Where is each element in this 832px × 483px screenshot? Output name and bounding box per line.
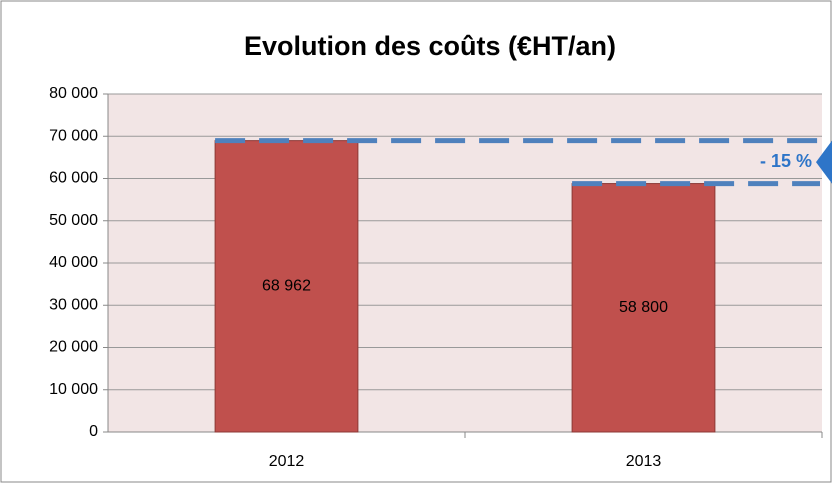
bar xyxy=(571,183,716,433)
y-tick-label: 30 000 xyxy=(49,296,98,313)
y-tick-label: 20 000 xyxy=(49,339,98,356)
x-tick-label: 2012 xyxy=(269,453,305,470)
difference-arrow xyxy=(816,140,832,184)
x-tick-label: 2013 xyxy=(626,453,662,470)
y-tick-label: 80 000 xyxy=(49,85,98,102)
value-label: 58 800 xyxy=(619,299,668,316)
value-label: 68 962 xyxy=(262,278,311,295)
y-tick-label: 70 000 xyxy=(49,127,98,144)
chart-title: Evolution des coûts (€HT/an) xyxy=(244,31,616,61)
y-tick-label: 0 xyxy=(89,423,98,440)
y-tick-label: 10 000 xyxy=(49,381,98,398)
y-tick-label: 40 000 xyxy=(49,254,98,271)
y-tick-label: 60 000 xyxy=(49,170,98,187)
bar xyxy=(214,140,359,433)
y-tick-label: 50 000 xyxy=(49,212,98,229)
annotation: - 15 % xyxy=(760,151,812,171)
